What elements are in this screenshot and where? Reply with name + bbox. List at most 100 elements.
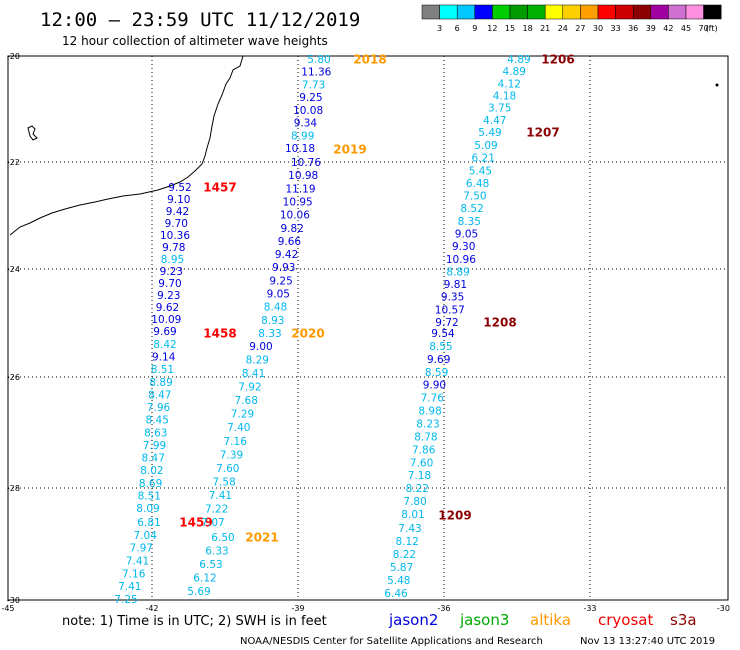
colorbar-legend: 3 6 9 12 15 18 21 24 27 30 33 36 39 42 45 70(ft) — [421, 4, 722, 33]
wave-height-value: 7.96 — [147, 402, 171, 414]
colorbar-swatch — [685, 4, 704, 20]
map-frame — [7, 55, 729, 601]
colorbar-swatch — [474, 4, 493, 20]
wave-height-value: 7.86 — [412, 444, 436, 456]
wave-height-value: 7.41 — [126, 556, 149, 568]
wave-height-value: 8.89 — [149, 377, 172, 389]
satellite-legend: jason2 jason3 altika cryosat s3a — [388, 611, 697, 629]
wave-height-value: 9.35 — [441, 292, 464, 304]
wave-height-value: 8.63 — [144, 427, 167, 439]
wave-height-value: 6.48 — [466, 178, 489, 190]
wave-height-value: 10.08 — [293, 105, 323, 117]
wave-height-value: 7.80 — [403, 496, 426, 508]
colorbar-swatch — [703, 4, 722, 20]
colorbar-tick-label: 42 — [663, 24, 673, 33]
wave-height-value: 7.60 — [216, 463, 239, 475]
wave-height-value: 5.09 — [474, 140, 497, 152]
wave-height-value: 8.09 — [136, 503, 159, 515]
longitude-label: -33 — [583, 604, 596, 613]
wave-height-value: 6.46 — [384, 588, 408, 600]
colorbar-tick-label: 24 — [558, 24, 568, 33]
wave-height-value: 9.82 — [281, 223, 304, 235]
wave-height-value: 10.18 — [285, 143, 315, 155]
pass-time-label: 2019 — [333, 143, 366, 157]
colorbar-swatch — [562, 4, 581, 20]
latitude-label: -28 — [7, 484, 20, 493]
wave-height-value: 9.42 — [166, 206, 189, 218]
wave-height-value: 11.19 — [285, 183, 315, 195]
wave-height-value: 8.55 — [429, 341, 452, 353]
wave-height-value: 9.62 — [156, 302, 179, 314]
colorbar-tick-label: 45 — [681, 24, 691, 33]
wave-height-value: 10.57 — [435, 304, 465, 316]
wave-height-value: 7.41 — [118, 581, 141, 593]
colorbar-tick-label: 21 — [540, 24, 550, 33]
pass-time-label: 2021 — [245, 531, 278, 545]
longitude-label: -39 — [291, 604, 304, 613]
wave-height-value: 9.93 — [272, 262, 295, 274]
colorbar-swatch — [492, 4, 511, 20]
wave-height-value: 8.52 — [460, 203, 483, 215]
wave-height-value: 9.10 — [167, 194, 190, 206]
map-subtitle: 12 hour collection of altimeter wave hei… — [62, 34, 328, 48]
wave-height-value: 10.95 — [283, 197, 313, 209]
colorbar-swatch — [421, 4, 440, 20]
pass-time-label: 2018 — [353, 53, 386, 67]
wave-height-value: 7.50 — [463, 191, 486, 203]
wave-height-value: 9.23 — [157, 290, 180, 302]
colorbar-swatch — [632, 4, 652, 20]
colorbar-swatch — [509, 4, 528, 20]
pass-time-label: 2020 — [291, 327, 324, 341]
wave-height-value: 8.98 — [418, 406, 441, 418]
colorbar-swatch — [668, 4, 687, 20]
wave-height-value: 7.04 — [134, 530, 158, 542]
wave-height-value: 7.68 — [235, 395, 258, 407]
colorbar-tick-label: 30 — [593, 24, 603, 33]
wave-height-value: 9.70 — [165, 218, 188, 230]
wave-height-value: 7.99 — [143, 440, 166, 452]
wave-height-value: 10.09 — [151, 314, 181, 326]
wave-height-value: 8.93 — [261, 315, 284, 327]
wave-height-value: 6.21 — [472, 153, 495, 165]
wave-height-value: 9.14 — [152, 352, 176, 364]
colorbar-swatch — [650, 4, 669, 20]
wave-height-value: 8.69 — [139, 478, 162, 490]
wave-height-value: 7.22 — [205, 504, 228, 516]
wave-height-value: 8.35 — [458, 216, 481, 228]
wave-height-value: 5.48 — [387, 575, 410, 587]
longitude-label: -45 — [1, 604, 14, 613]
wave-height-value: 7.97 — [130, 543, 153, 555]
latitude-label: -26 — [7, 373, 20, 382]
island-shape — [27, 125, 38, 141]
wave-height-value: 8.89 — [446, 266, 469, 278]
wave-height-value: 7.43 — [398, 523, 421, 535]
colorbar-tick-label: 33 — [611, 24, 621, 33]
wave-height-value: 6.33 — [205, 546, 228, 558]
wave-height-value: 9.00 — [249, 341, 272, 353]
wave-height-value: 8.33 — [258, 328, 281, 340]
latitude-label: -22 — [7, 158, 20, 167]
wave-height-value: 8.02 — [140, 465, 163, 477]
coastline — [9, 55, 719, 236]
wave-height-value: 8.45 — [146, 415, 169, 427]
colorbar-unit-label: (ft) — [706, 24, 718, 33]
wave-height-value: 7.40 — [227, 422, 250, 434]
wave-height-value: 9.78 — [162, 242, 185, 254]
wave-height-value: 10.76 — [291, 157, 321, 169]
wave-height-value: 8.59 — [425, 367, 448, 379]
wave-height-value: 4.89 — [507, 54, 530, 66]
latitude-label: -20 — [7, 52, 20, 61]
wave-height-value: 7.16 — [122, 568, 146, 580]
pass-time-label: 1208 — [483, 316, 516, 330]
wave-height-value: 8.12 — [396, 536, 419, 548]
island-dot — [715, 83, 719, 87]
wave-height-value: 8.47 — [148, 390, 171, 402]
wave-height-value: 10.06 — [280, 210, 310, 222]
wave-height-value: 9.25 — [269, 275, 292, 287]
colorbar-tick-label: 39 — [646, 24, 656, 33]
wave-height-value: 10.96 — [446, 254, 476, 266]
colorbar-tick-label: 6 — [455, 24, 460, 33]
wave-height-value: 6.12 — [193, 573, 216, 585]
wave-height-value: 5.49 — [478, 127, 501, 139]
longitude-label: -42 — [145, 604, 158, 613]
